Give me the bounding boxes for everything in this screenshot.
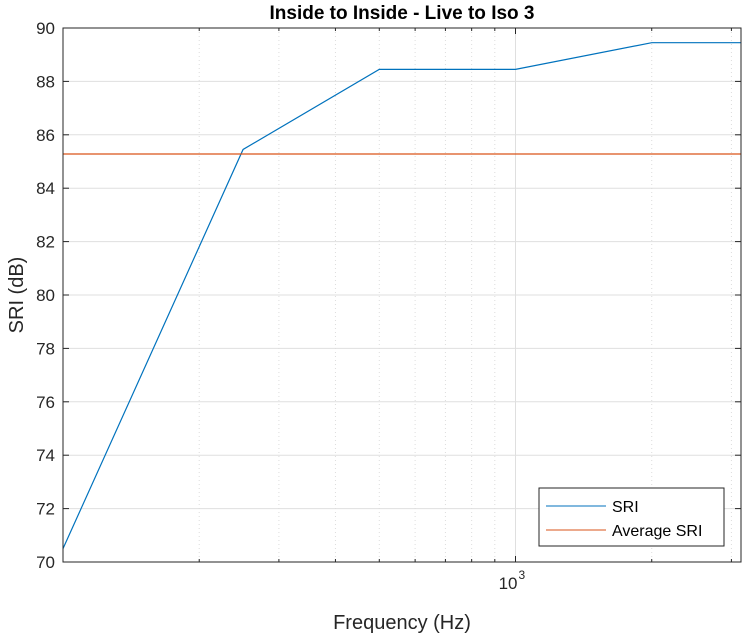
y-tick-label: 86 bbox=[36, 126, 55, 145]
y-tick-label: 82 bbox=[36, 233, 55, 252]
y-tick-label: 78 bbox=[36, 339, 55, 358]
y-tick-label: 80 bbox=[36, 286, 55, 305]
y-tick-label: 84 bbox=[36, 179, 55, 198]
y-tick-label: 76 bbox=[36, 393, 55, 412]
x-tick-label-base: 10 bbox=[499, 574, 518, 593]
grid-lines bbox=[63, 28, 741, 562]
y-tick-label: 90 bbox=[36, 19, 55, 38]
series-layer bbox=[62, 42, 741, 549]
legend: SRI Average SRI bbox=[538, 487, 725, 547]
series-line-sri bbox=[62, 42, 741, 549]
axis-ticks: 70 72 74 76 78 80 82 84 86 88 90 10 3 bbox=[36, 19, 741, 593]
chart-title: Inside to Inside - Live to Iso 3 bbox=[270, 3, 535, 24]
y-tick-label: 88 bbox=[36, 72, 55, 91]
y-axis-label: SRI (dB) bbox=[6, 257, 28, 334]
legend-label-average-sri: Average SRI bbox=[612, 523, 702, 540]
x-tick-label-exponent: 3 bbox=[519, 568, 526, 582]
legend-box bbox=[538, 487, 725, 547]
y-tick-label: 70 bbox=[36, 553, 55, 572]
y-tick-label: 74 bbox=[36, 446, 55, 465]
legend-label-sri: SRI bbox=[612, 499, 639, 516]
x-axis-label: Frequency (Hz) bbox=[333, 612, 471, 634]
y-tick-label: 72 bbox=[36, 500, 55, 519]
